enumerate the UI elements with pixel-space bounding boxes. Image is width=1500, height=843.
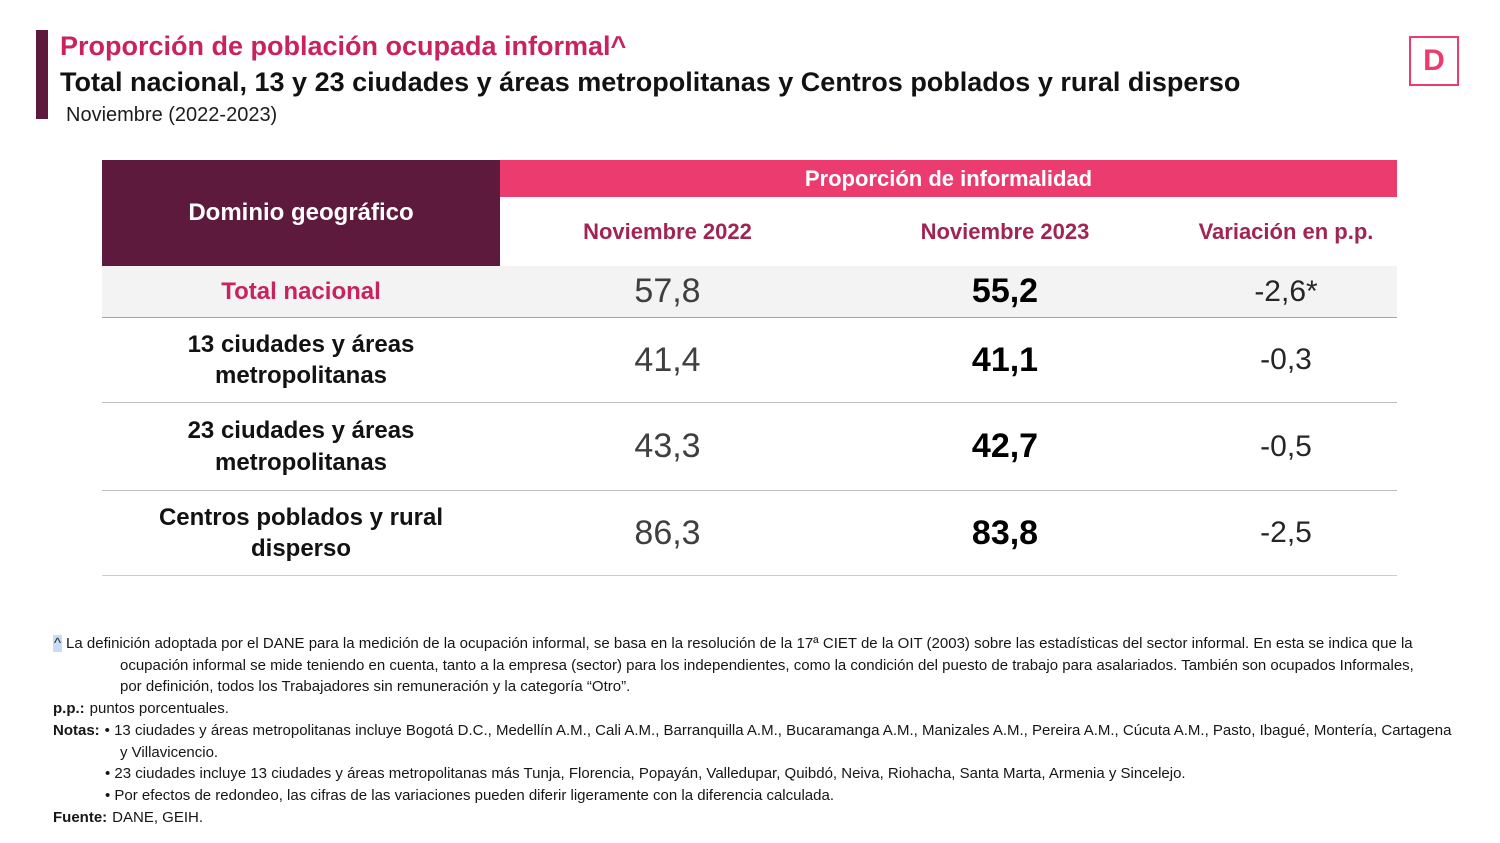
value-nov2022: 57,8 bbox=[634, 272, 701, 310]
col-header-nov2023: Noviembre 2023 bbox=[920, 218, 1090, 244]
value-nov2023: 55,2 bbox=[971, 272, 1039, 310]
footnote-definition-line2: ocupación informal se mide teniendo en c… bbox=[120, 656, 1414, 674]
footnote-definition-line1: ^ La definición adoptada por el DANE para… bbox=[53, 633, 1451, 655]
col-header-variation: Variación en p.p. bbox=[1198, 218, 1374, 244]
table-row: 13 ciudades y áreas metropolitanas 41,4 … bbox=[102, 318, 1397, 403]
informality-table: Dominio geográfico Proporción de informa… bbox=[102, 160, 1397, 576]
nota1-text: • 13 ciudades y áreas metropolitanas inc… bbox=[104, 721, 1452, 739]
fuente-label: Fuente: bbox=[53, 808, 108, 826]
value-nov2023: 83,8 bbox=[971, 513, 1039, 552]
corner-header: Dominio geográfico bbox=[102, 160, 500, 266]
value-variation: -2,5 bbox=[1260, 516, 1312, 549]
page-subtitle: Total nacional, 13 y 23 ciudades y áreas… bbox=[60, 67, 1241, 97]
row-label: Total nacional bbox=[221, 277, 381, 305]
value-nov2023: 42,7 bbox=[971, 427, 1039, 465]
table-header: Dominio geográfico Proporción de informa… bbox=[102, 160, 1397, 266]
footnote-pp: p.p.: puntos porcentuales. bbox=[53, 698, 1451, 720]
footnote-nota2: • 23 ciudades incluye 13 ciudades y área… bbox=[105, 765, 1186, 783]
row-label: Centros poblados y rural disperso bbox=[158, 503, 444, 562]
pp-text: puntos porcentuales. bbox=[89, 700, 229, 718]
footnote-caret-marker: ^ bbox=[53, 635, 63, 652]
footnote-notas-line2: y Villavicencio. bbox=[120, 743, 219, 761]
column-header-row: Noviembre 2022 Noviembre 2023 Variación … bbox=[500, 197, 1397, 266]
footnote-fuente: Fuente: DANE, GEIH. bbox=[53, 807, 1451, 829]
dane-logo: D bbox=[1409, 36, 1459, 86]
footnote-notas-line1: Notas: • 13 ciudades y áreas metropolitan… bbox=[53, 720, 1451, 742]
fuente-text: DANE, GEIH. bbox=[112, 808, 204, 826]
value-variation: -0,5 bbox=[1260, 429, 1312, 463]
value-variation: -0,3 bbox=[1260, 343, 1312, 376]
footnote-nota3: • Por efectos de redondeo, las cifras de… bbox=[105, 786, 835, 804]
col-header-nov2022: Noviembre 2022 bbox=[583, 218, 752, 244]
footnote-definition-line3: por definición, todos los Trabajadores s… bbox=[120, 678, 631, 696]
header-right: Proporción de informalidad Noviembre 202… bbox=[500, 160, 1397, 266]
row-label: 13 ciudades y áreas metropolitanas bbox=[187, 330, 415, 389]
page-title: Proporción de población ocupada informal… bbox=[60, 31, 627, 61]
footnotes: ^ La definición adoptada por el DANE para… bbox=[53, 633, 1451, 828]
footnote-text: La definición adoptada por el DANE para … bbox=[66, 635, 1413, 652]
value-nov2023: 41,1 bbox=[971, 340, 1039, 379]
row-label: 23 ciudades y áreas metropolitanas bbox=[187, 417, 415, 476]
value-nov2022: 86,3 bbox=[634, 513, 701, 552]
value-nov2022: 41,4 bbox=[634, 340, 701, 379]
table-row: Total nacional 57,8 55,2 -2,6* bbox=[102, 266, 1397, 318]
table-row: 23 ciudades y áreas metropolitanas 43,3 … bbox=[102, 403, 1397, 491]
value-variation: -2,6* bbox=[1254, 274, 1318, 308]
table-row: Centros poblados y rural disperso 86,3 8… bbox=[102, 491, 1397, 576]
accent-bar bbox=[36, 30, 48, 119]
group-header: Proporción de informalidad bbox=[500, 160, 1397, 197]
pp-label: p.p.: bbox=[53, 700, 85, 718]
notas-label: Notas: bbox=[53, 721, 100, 739]
dane-logo-letter: D bbox=[1423, 44, 1445, 77]
value-nov2022: 43,3 bbox=[634, 427, 701, 465]
period-label: Noviembre (2022-2023) bbox=[66, 104, 278, 126]
